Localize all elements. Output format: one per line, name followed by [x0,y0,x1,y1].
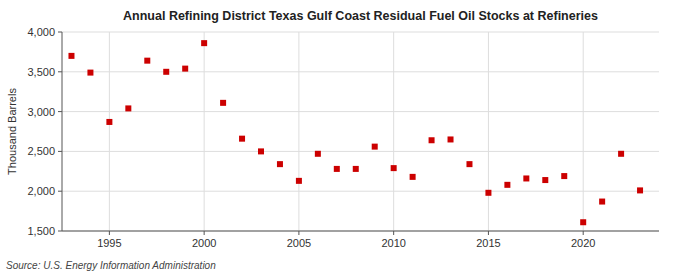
y-tick [58,32,62,33]
grid-line-x [298,32,299,231]
y-tick [58,71,62,72]
point [68,53,74,59]
grid-line-x [393,32,394,231]
x-tick [583,231,584,235]
grid-line-x [204,32,205,231]
y-tick-label: 2,500 [27,145,55,157]
x-tick [204,231,205,235]
point [277,161,283,167]
x-tick [393,231,394,235]
y-tick-label: 3,500 [27,66,55,78]
point [466,161,472,167]
point [637,187,643,193]
y-axis-label: Thousand Barrels [6,88,18,175]
point [429,137,435,143]
point [504,182,510,188]
point [125,105,131,111]
x-tick-label: 2010 [381,237,405,249]
grid-line-y [62,231,659,232]
x-tick-label: 2020 [571,237,595,249]
x-axis-line [62,231,659,232]
grid-line-y [62,71,659,72]
y-axis-line [62,32,63,231]
chart: 1995 2000 2005 2010 2015 2020 1,500 2,000 2,500 3… [0,0,675,275]
x-tick-label: 1995 [97,237,121,249]
point [561,173,567,179]
points [68,40,643,225]
y-tick [58,151,62,152]
grid-line-y [62,151,659,152]
y-tick-label: 2,000 [27,185,55,197]
point [220,100,226,106]
point [523,175,529,181]
point [163,69,169,75]
y-tick [58,111,62,112]
point [144,58,150,64]
y-tick [58,191,62,192]
point [542,177,548,183]
y-tick-label: 3,000 [27,106,55,118]
x-tick-label: 2015 [476,237,500,249]
point [485,190,491,196]
point [410,174,416,180]
y-tick-label: 4,000 [27,26,55,38]
point [599,199,605,205]
x-tick [109,231,110,235]
grid-line-y [62,32,659,33]
grid-line-x [583,32,584,231]
point [391,165,397,171]
point [315,151,321,157]
point [448,136,454,142]
title: Annual Refining District Texas Gulf Coas… [123,9,598,23]
point [372,144,378,150]
point [201,40,207,46]
point [239,136,245,142]
y-tick-label: 1,500 [27,225,55,237]
grid-line-y [62,191,659,192]
x-tick [488,231,489,235]
x-tick [298,231,299,235]
point [182,66,188,72]
grid [62,32,659,231]
point [258,148,264,154]
point [618,151,624,157]
grid-line-x [488,32,489,231]
y-tick [58,231,62,232]
x-tick-label: 2005 [287,237,311,249]
grid-line-y [62,111,659,112]
grid-line-x [109,32,110,231]
point [106,119,112,125]
point [353,166,359,172]
point [87,70,93,76]
point [296,178,302,184]
point [334,166,340,172]
point [580,219,586,225]
x-tick-label: 2000 [192,237,216,249]
source: Source: U.S. Energy Information Administ… [6,260,216,271]
